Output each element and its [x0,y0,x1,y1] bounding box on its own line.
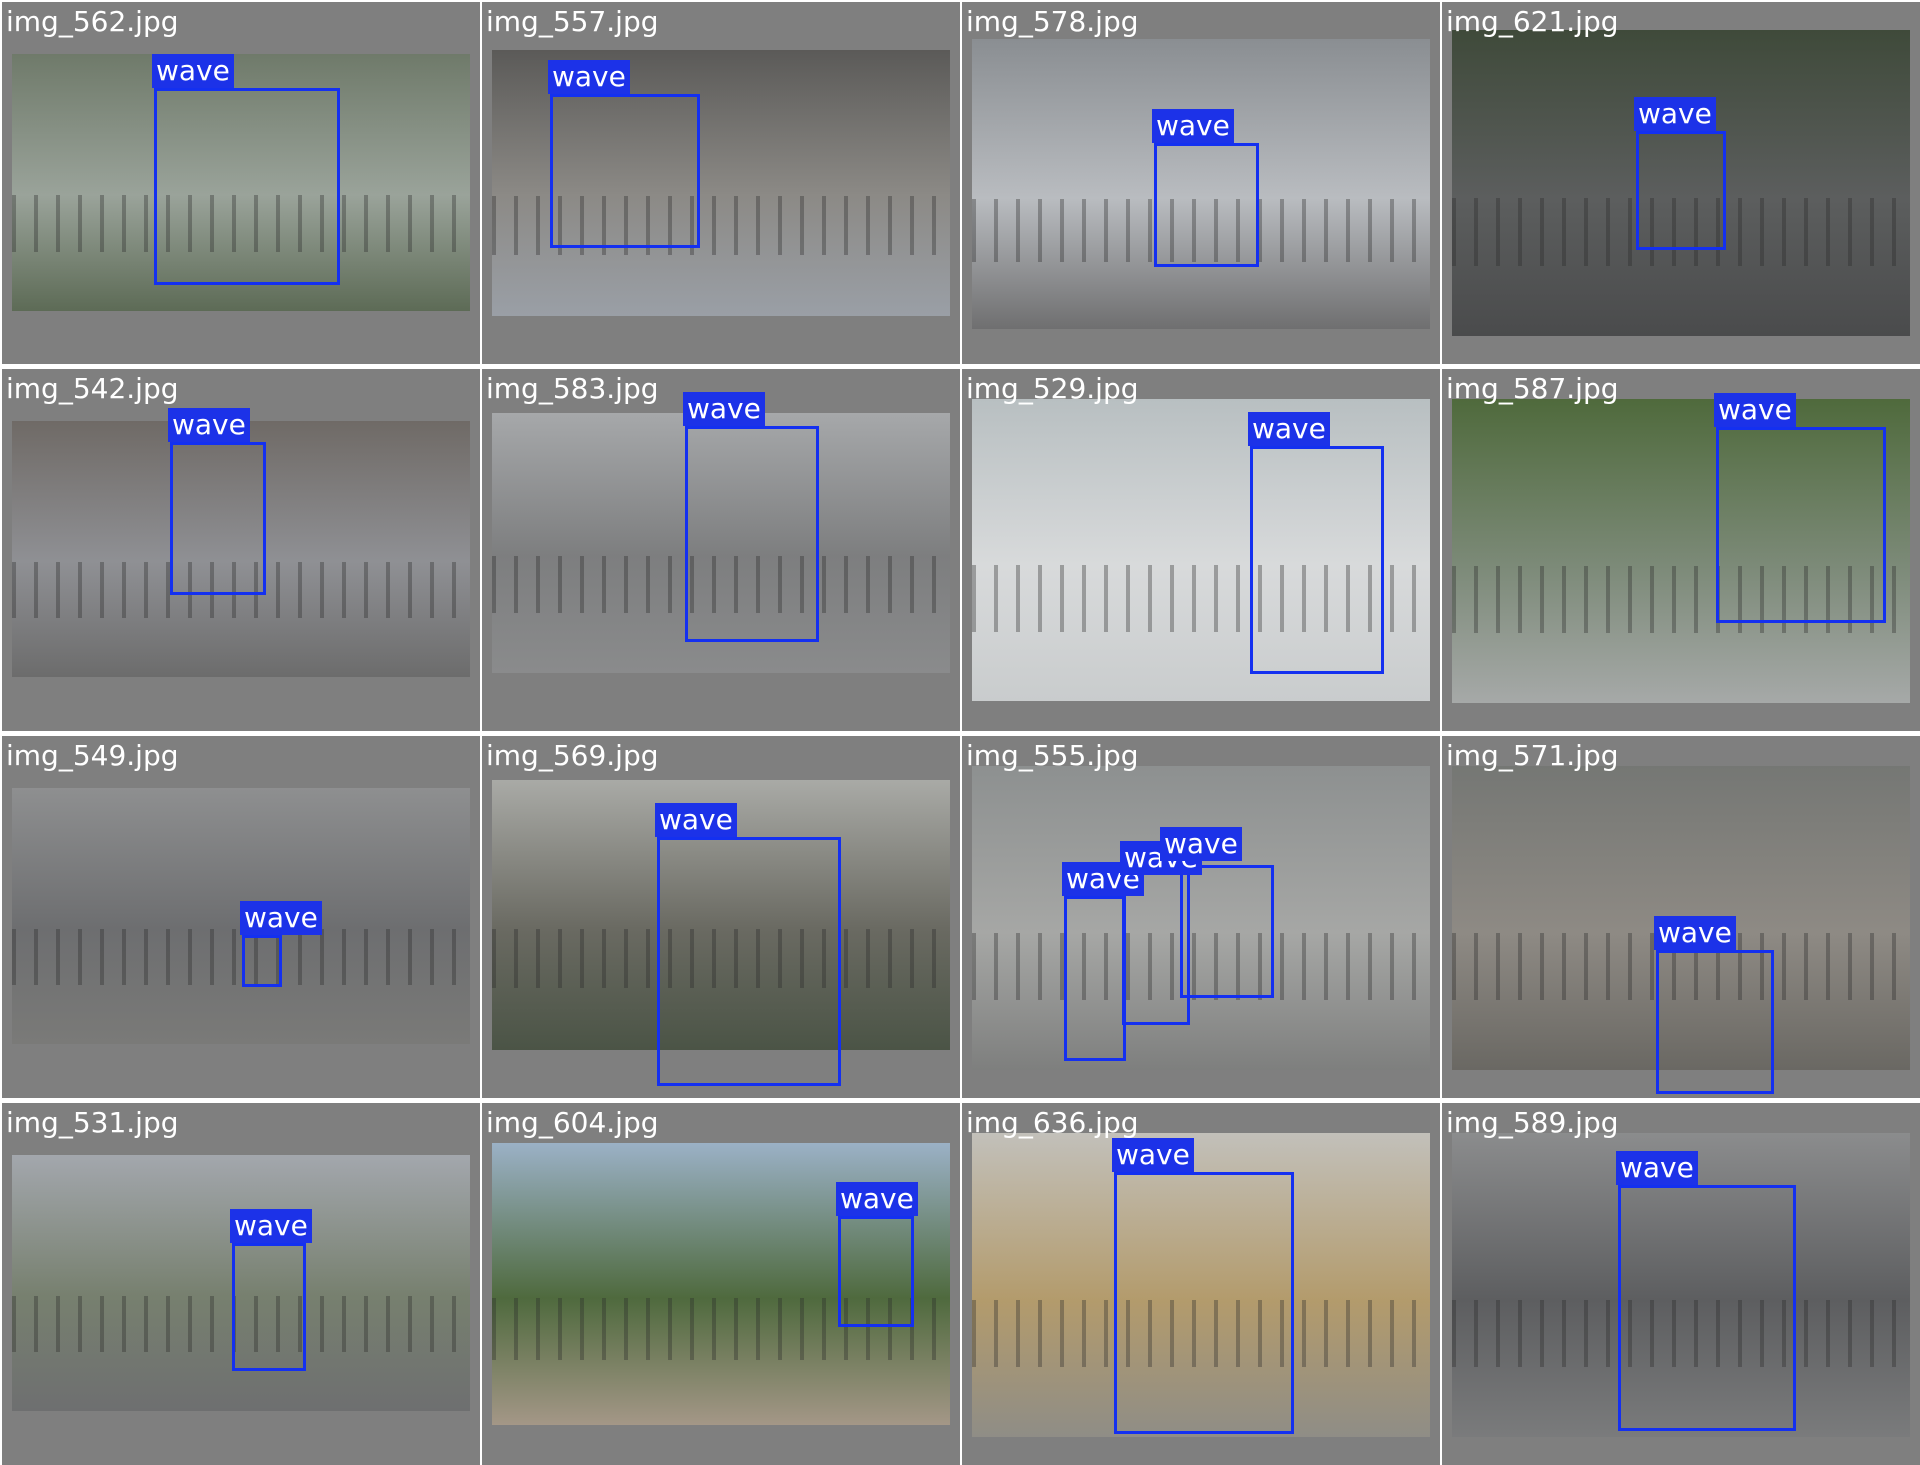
image-filename: img_578.jpg [966,5,1139,38]
image-filename: img_569.jpg [486,739,659,772]
detection-box [1250,446,1384,674]
detection-label: wave [1248,412,1330,446]
detection-label: wave [168,408,250,442]
photo-texture [1452,1300,1910,1368]
detection-box [1618,1185,1796,1431]
detection-label: wave [1112,1138,1194,1172]
detection-box [1656,950,1774,1094]
image-cell: img_542.jpg wave [2,369,480,731]
photo-texture [12,195,470,252]
photo [1452,30,1910,336]
detection-label: wave [1714,393,1796,427]
image-filename: img_604.jpg [486,1106,659,1139]
photo-texture [492,928,950,988]
detection-label: wave [1152,109,1234,143]
image-filename: img_557.jpg [486,5,659,38]
photo-texture [12,1295,470,1353]
detection-label: wave [655,803,737,837]
photo-scene [972,1133,1430,1437]
detection-label: wave [1616,1151,1698,1185]
detection-label: wave [230,1209,312,1243]
photo-texture [972,565,1430,632]
image-filename: img_562.jpg [6,5,179,38]
photo-scene [972,39,1430,329]
image-filename: img_621.jpg [1446,5,1619,38]
image-filename: img_571.jpg [1446,739,1619,772]
detection-box [1180,865,1274,998]
photo [972,399,1430,701]
photo-texture [12,561,470,619]
detection-box [550,94,700,248]
photo [972,766,1430,1070]
image-filename: img_529.jpg [966,372,1139,405]
detection-label: wave [836,1182,918,1216]
detection-box [838,1216,914,1327]
photo [12,54,470,311]
photo [12,421,470,677]
detection-box [685,426,819,642]
image-cell: img_555.jpgwavewavewave [962,736,1440,1098]
detection-box [232,1243,306,1371]
detection-box [1064,896,1126,1061]
photo-texture [492,556,950,614]
detection-label: wave [1654,916,1736,950]
photo-scene [972,399,1430,701]
detection-box [657,837,841,1086]
photo-texture [492,1298,950,1361]
photo-scene [972,766,1430,1070]
photo-scene [12,421,470,677]
detection-label: wave [152,54,234,88]
image-filename: img_589.jpg [1446,1106,1619,1139]
photo-scene [1452,30,1910,336]
image-filename: img_636.jpg [966,1106,1139,1139]
image-filename: img_542.jpg [6,372,179,405]
detection-label: wave [240,901,322,935]
image-filename: img_587.jpg [1446,372,1619,405]
image-filename: img_531.jpg [6,1106,179,1139]
photo-texture [972,1300,1430,1368]
image-filename: img_555.jpg [966,739,1139,772]
photo-texture [972,933,1430,1001]
photo [492,413,950,673]
detection-box [154,88,340,285]
detection-label: wave [1160,827,1242,861]
detection-box [1114,1172,1294,1434]
photo [972,1133,1430,1437]
photo-texture [12,928,470,986]
detection-box [170,442,266,595]
photo-scene [12,54,470,311]
detection-label: wave [683,392,765,426]
detection-label: wave [548,60,630,94]
detection-box [1716,427,1886,623]
photo [492,780,950,1050]
detection-box [1154,143,1259,267]
detection-label: wave [1634,97,1716,131]
photo [12,1155,470,1411]
image-filename: img_549.jpg [6,739,179,772]
detection-box [242,935,282,987]
photo [972,39,1430,329]
photo-texture [1452,198,1910,266]
image-filename: img_583.jpg [486,372,659,405]
photo-scene [492,413,950,673]
photo [1452,399,1910,703]
image-cell: img_636.jpg wave [962,1103,1440,1465]
photo-texture [972,198,1430,263]
photo-scene [1452,399,1910,703]
detection-box [1636,131,1726,250]
